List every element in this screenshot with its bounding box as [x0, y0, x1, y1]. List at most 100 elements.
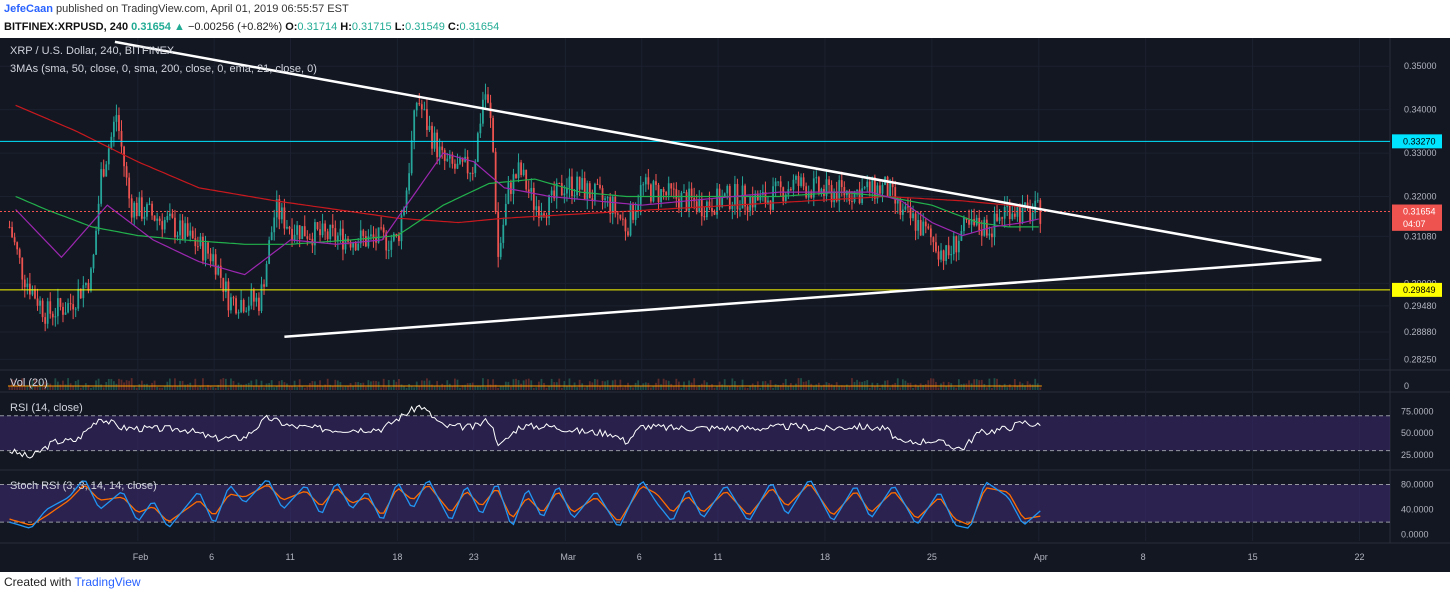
time-tick-label: 22: [1354, 552, 1364, 562]
time-tick-label: 18: [820, 552, 830, 562]
candle-body: [395, 233, 398, 236]
candle-body: [840, 180, 843, 188]
volume-bar: [64, 384, 67, 390]
volume-bar: [466, 383, 469, 390]
volume-bar: [255, 379, 258, 390]
candle-body: [456, 163, 459, 169]
candle-body: [581, 178, 584, 190]
candle-body: [77, 288, 80, 309]
volume-bar: [77, 379, 80, 390]
candle-body: [319, 229, 321, 236]
candle-body: [535, 206, 538, 210]
volume-bar: [469, 383, 472, 390]
volume-bar: [917, 386, 920, 390]
candle-body: [242, 299, 245, 312]
candle-body: [87, 282, 90, 291]
tradingview-logo-link[interactable]: TradingView: [74, 575, 141, 589]
volume-bar: [792, 385, 795, 390]
volume-bar: [334, 379, 337, 390]
stoch-tick-label: 80.0000: [1401, 480, 1434, 490]
volume-bar: [973, 379, 976, 390]
chart-canvas[interactable]: 0.350000.340000.330000.320000.310800.300…: [0, 38, 1450, 572]
candle-body: [767, 200, 769, 204]
volume-bar: [403, 386, 405, 390]
ma50-line: [15, 178, 1039, 245]
candle-body: [23, 279, 26, 288]
time-tick-label: 25: [927, 552, 937, 562]
open-label: O:: [285, 21, 298, 33]
candle-body: [929, 228, 932, 238]
candle-body: [181, 220, 184, 240]
candle-body: [72, 304, 75, 310]
last-price: 0.31654: [131, 21, 171, 33]
candle-body: [866, 181, 869, 188]
volume-bar: [303, 387, 306, 390]
volume-bar: [482, 378, 484, 390]
volume-bar: [367, 380, 370, 390]
volume-bar: [624, 385, 627, 390]
candle-body: [250, 290, 253, 306]
candle-body: [662, 188, 665, 193]
candle-body: [100, 169, 103, 204]
rsi-line: [9, 404, 1041, 459]
candle-body: [8, 226, 11, 228]
candle-body: [843, 187, 846, 196]
candle-body: [418, 103, 421, 105]
candle-body: [588, 183, 591, 199]
volume-bar: [708, 385, 711, 390]
volume-bar: [46, 383, 49, 390]
candle-body: [44, 317, 47, 324]
trendlines[interactable]: [114, 40, 1322, 338]
candle-body: [751, 196, 754, 208]
candle-body: [652, 181, 655, 202]
candle-body: [128, 177, 131, 199]
candle-body: [797, 175, 800, 186]
candle-body: [166, 216, 169, 220]
candle-body: [690, 188, 693, 198]
candle-body: [647, 177, 650, 185]
candle-body: [62, 306, 64, 315]
author-link[interactable]: JefeCaan: [4, 3, 53, 15]
volume-bar: [789, 383, 792, 390]
high-label: H:: [340, 21, 352, 33]
low-value: 0.31549: [405, 21, 445, 33]
candle-body: [410, 140, 413, 174]
candle-body: [848, 190, 851, 202]
candle-body: [370, 234, 372, 237]
volume-bar: [985, 387, 988, 390]
candle-body: [698, 199, 701, 212]
candle-body: [133, 202, 136, 218]
volume-bar: [728, 386, 731, 390]
volume-bar: [100, 384, 103, 390]
candle-body: [909, 206, 912, 219]
candle-body: [39, 300, 41, 306]
volume-bar: [991, 387, 993, 390]
volume-bar: [891, 384, 894, 390]
volume-bar: [342, 386, 344, 390]
volume-bar: [512, 379, 515, 390]
candle-body: [825, 179, 828, 196]
candle-body: [901, 209, 904, 215]
candle-body: [110, 136, 113, 149]
candle-body: [34, 289, 36, 299]
candle-body: [1013, 213, 1016, 217]
candle-body: [1029, 206, 1032, 222]
candle-body: [1003, 206, 1006, 219]
candle-body: [815, 177, 818, 179]
candle-body: [461, 157, 464, 162]
volume-bar: [102, 387, 105, 390]
volume-bar: [904, 380, 907, 390]
candle-body: [726, 186, 729, 194]
candle-body: [67, 303, 69, 313]
stoch-label: Stoch RSI (3, 3, 14, 14, close): [10, 480, 157, 492]
candle-body: [56, 298, 59, 317]
candle-body: [13, 237, 16, 243]
volume-bar: [349, 383, 352, 390]
candle-body: [1011, 213, 1014, 220]
candle-body: [746, 206, 749, 211]
volume-bar: [171, 385, 174, 390]
volume-bar: [810, 383, 813, 390]
volume-bar: [423, 380, 426, 390]
candle-body: [235, 298, 237, 314]
candle-body: [894, 187, 897, 204]
